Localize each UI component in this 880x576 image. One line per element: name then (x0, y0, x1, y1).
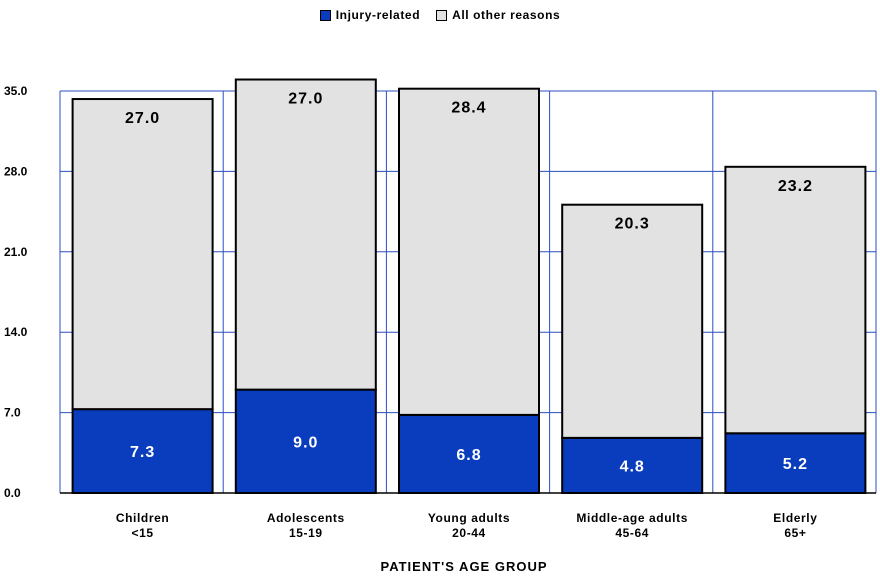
legend-label-other: All other reasons (452, 8, 561, 22)
data-label-injury: 4.8 (620, 458, 645, 475)
chart-legend: Injury-related All other reasons (0, 8, 880, 24)
x-category-label: Middle-age adults (576, 511, 688, 525)
bar-segment-other (234, 78, 377, 391)
legend-swatch-injury (319, 9, 331, 21)
bar-segment-other (561, 203, 704, 439)
bar-segment-injury (561, 436, 704, 494)
y-tick-label: 14.0 (4, 325, 28, 339)
data-label-injury: 7.3 (130, 444, 155, 461)
data-label-injury: 6.8 (456, 447, 481, 464)
x-category-sublabel: 15-19 (289, 526, 323, 540)
legend-item-other: All other reasons (436, 8, 560, 22)
x-category-sublabel: 65+ (784, 526, 806, 540)
x-category-sublabel: <15 (132, 526, 154, 540)
y-tick-label: 21.0 (4, 245, 28, 259)
bar-segment-injury (398, 413, 540, 495)
x-category-label: Children (116, 511, 169, 525)
legend-item-injury: Injury-related (319, 8, 421, 22)
x-category-label: Adolescents (267, 511, 345, 525)
data-label-other: 27.0 (288, 91, 323, 108)
x-category-sublabel: 45-64 (615, 526, 649, 540)
legend-label-injury: Injury-related (335, 8, 421, 22)
data-label-other: 23.2 (778, 178, 813, 195)
bar-segment-other (71, 98, 214, 411)
x-category-sublabel: 20-44 (452, 526, 486, 540)
bar-segment-injury (234, 388, 377, 494)
data-label-injury: 9.0 (293, 434, 318, 451)
data-label-other: 27.0 (125, 110, 160, 127)
x-category-label: Young adults (428, 511, 510, 525)
bar-segment-other (398, 87, 540, 416)
y-tick-label: 7.0 (4, 406, 21, 420)
data-label-injury: 5.2 (783, 456, 808, 473)
bar-segment-injury (724, 432, 867, 495)
data-label-other: 20.3 (615, 216, 650, 233)
bar-segment-other (724, 165, 867, 435)
data-label-other: 28.4 (451, 100, 486, 117)
x-axis-title: PATIENT'S AGE GROUP (380, 559, 547, 574)
y-tick-label: 28.0 (4, 164, 28, 178)
y-tick-label: 0.0 (4, 486, 21, 500)
x-category-label: Elderly (773, 511, 817, 525)
legend-swatch-other (436, 9, 448, 21)
y-tick-label: 35.0 (4, 84, 28, 98)
